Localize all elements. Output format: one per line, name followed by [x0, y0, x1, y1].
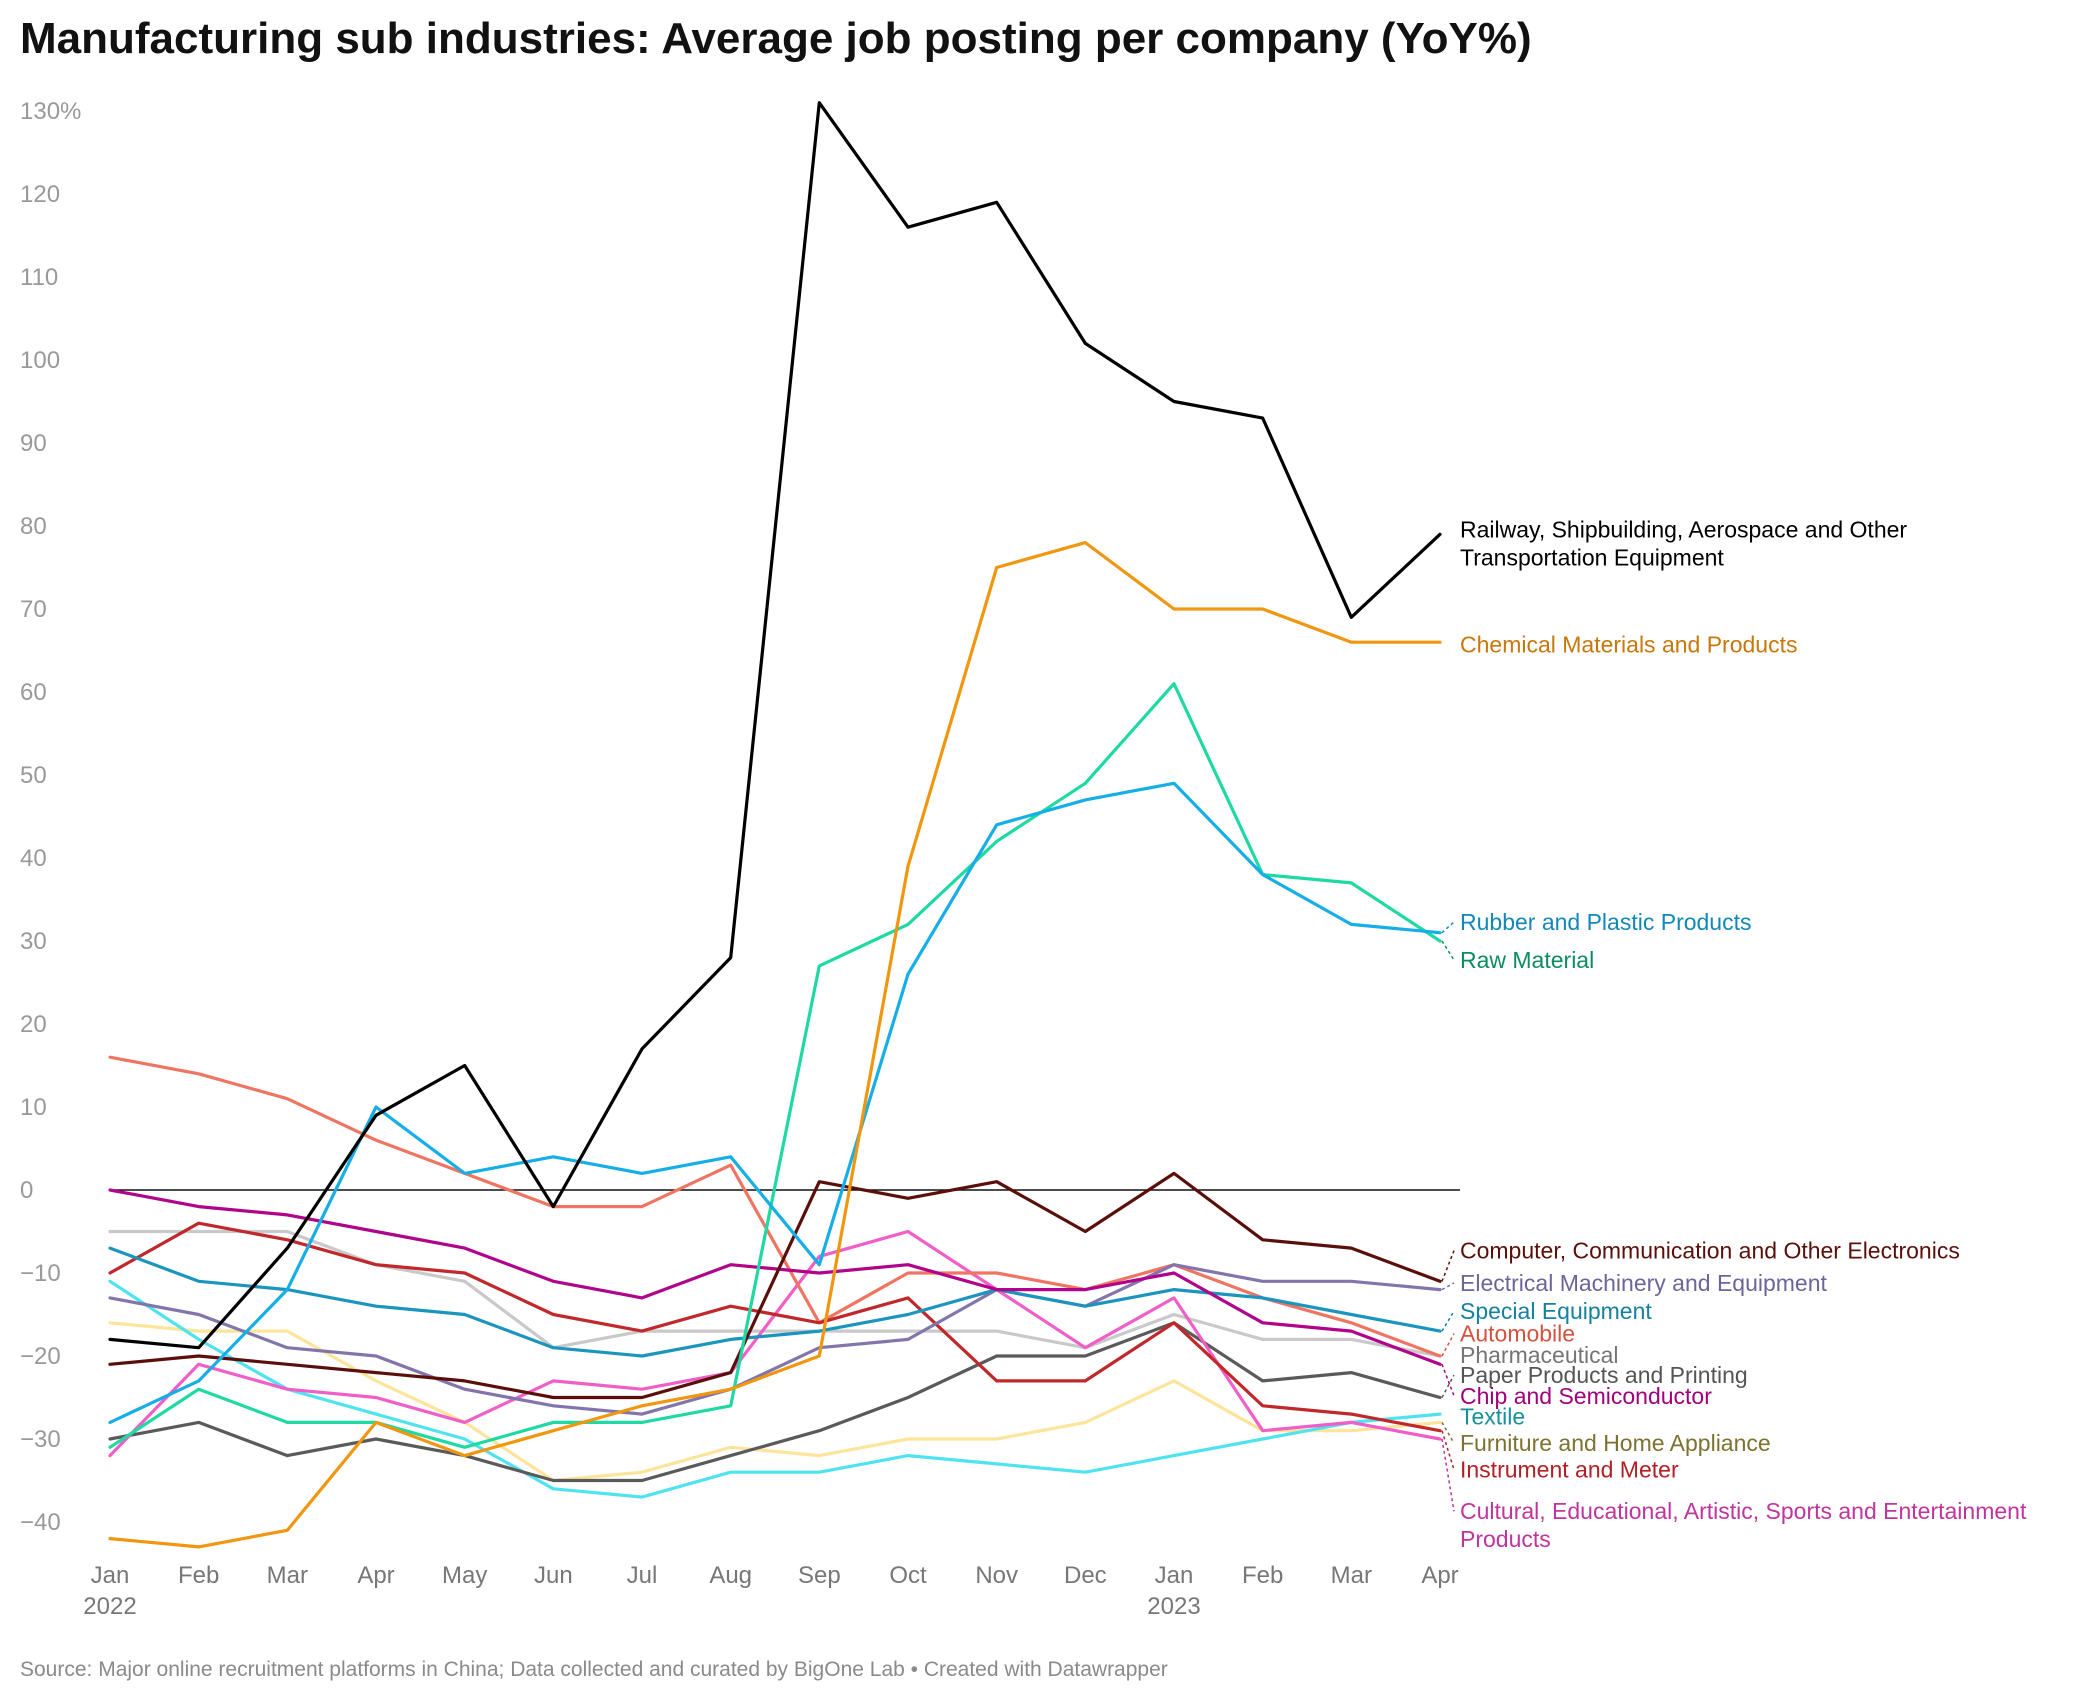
x-tick-label: May: [442, 1562, 487, 1589]
x-tick-label: Feb: [1242, 1562, 1283, 1589]
series-line: [108, 1188, 1442, 1366]
label-connector: [1441, 1438, 1455, 1512]
x-tick-label: Apr: [1421, 1562, 1458, 1589]
series-line: [108, 1055, 1442, 1358]
series-label: Furniture and Home Appliance: [1460, 1430, 1771, 1456]
chart-title: Manufacturing sub industries: Average jo…: [20, 14, 1532, 63]
x-tick-label: Jun: [534, 1562, 573, 1589]
series-line: [108, 781, 1442, 1425]
series-label: Instrument and Meter: [1460, 1457, 1679, 1483]
series-label: Raw Material: [1460, 947, 1594, 973]
x-tick-label: Mar: [267, 1562, 308, 1589]
y-tick-label: 80: [20, 513, 47, 540]
label-connector: [1441, 921, 1455, 934]
series-line: [108, 1229, 1442, 1358]
series-label: Electrical Machinery and Equipment: [1460, 1270, 1828, 1296]
y-tick-label: 30: [20, 928, 47, 955]
y-tick-label: 60: [20, 679, 47, 706]
series-label: Chemical Materials and Products: [1460, 632, 1797, 658]
y-tick-label: −30: [20, 1426, 61, 1453]
y-tick-label: −40: [20, 1509, 61, 1536]
label-connector: [1441, 1374, 1455, 1398]
line-chart: 130%1201101009080706050403020100−10−20−3…: [20, 98, 2027, 1620]
y-axis: 130%1201101009080706050403020100−10−20−3…: [20, 98, 1460, 1536]
series-line: [108, 1221, 1442, 1433]
series-line: [108, 101, 1442, 1350]
label-connector: [1441, 1282, 1455, 1291]
series-line: [108, 1171, 1442, 1400]
series-label: Textile: [1460, 1404, 1525, 1430]
series-label: Special Equipment: [1460, 1298, 1652, 1324]
label-connector: [1441, 1422, 1455, 1444]
series-line: [108, 1246, 1442, 1358]
label-connector: [1441, 1310, 1455, 1332]
series-lines: [108, 101, 1442, 1549]
label-connector: [1441, 1333, 1455, 1357]
x-tick-label: Jan: [1155, 1562, 1194, 1589]
series-label: Paper Products and Printing: [1460, 1362, 1748, 1388]
x-tick-label: Feb: [178, 1562, 219, 1589]
label-connector: [1441, 940, 1455, 961]
series-line: [108, 1321, 1442, 1483]
x-year-label: 2023: [1147, 1593, 1200, 1620]
label-connector: [1441, 1250, 1455, 1282]
y-tick-label: 70: [20, 596, 47, 623]
series-label: Cultural, Educational, Artistic, Sports …: [1460, 1498, 2027, 1552]
y-tick-label: 20: [20, 1011, 47, 1038]
series-line: [108, 1279, 1442, 1499]
series-labels: Furniture and Home Appliance Pharmaceutic…: [1441, 516, 2027, 1552]
source-note: Source: Major online recruitment platfor…: [20, 1658, 1168, 1681]
y-tick-label: 0: [20, 1177, 33, 1204]
series-label: Chip and Semiconductor: [1460, 1383, 1712, 1409]
x-year-label: 2022: [83, 1593, 136, 1620]
y-tick-label: 100: [20, 347, 60, 374]
y-tick-label: 110: [20, 264, 58, 291]
y-tick-label: −10: [20, 1260, 61, 1287]
y-tick-label: 10: [20, 1094, 47, 1121]
label-connector: [1441, 1364, 1455, 1397]
series-line: [108, 1263, 1442, 1416]
y-tick-label: 120: [20, 181, 60, 208]
y-tick-label: 40: [20, 845, 47, 872]
x-tick-label: Nov: [975, 1562, 1018, 1589]
series-label: Rubber and Plastic Products: [1460, 909, 1752, 935]
x-tick-label: Aug: [709, 1562, 752, 1589]
series-line: [108, 540, 1442, 1549]
series-line: [108, 682, 1442, 1449]
y-tick-label: 50: [20, 762, 47, 789]
x-tick-label: Oct: [889, 1562, 927, 1589]
x-tick-label: Jul: [627, 1562, 658, 1589]
x-tick-label: Apr: [357, 1562, 394, 1589]
series-label: Automobile: [1460, 1321, 1575, 1347]
series-label: Pharmaceutical: [1460, 1342, 1619, 1368]
x-axis: Jan Feb Mar Apr May Jun Jul Aug Sep Oct Nov Dec Jan F…: [83, 1562, 1458, 1620]
label-connector: [1441, 1430, 1455, 1470]
x-tick-label: Mar: [1331, 1562, 1372, 1589]
x-tick-label: Dec: [1064, 1562, 1107, 1589]
x-tick-label: Jan: [91, 1562, 130, 1589]
x-tick-label: Sep: [798, 1562, 841, 1589]
series-line: [108, 1321, 1442, 1483]
y-tick-label: 90: [20, 430, 47, 457]
y-tick-label: 130%: [20, 98, 81, 125]
series-label: Computer, Communication and Other Electr…: [1460, 1238, 1960, 1264]
series-label: Railway, Shipbuilding, Aerospace and Oth…: [1460, 516, 1907, 570]
y-tick-label: −20: [20, 1343, 61, 1370]
